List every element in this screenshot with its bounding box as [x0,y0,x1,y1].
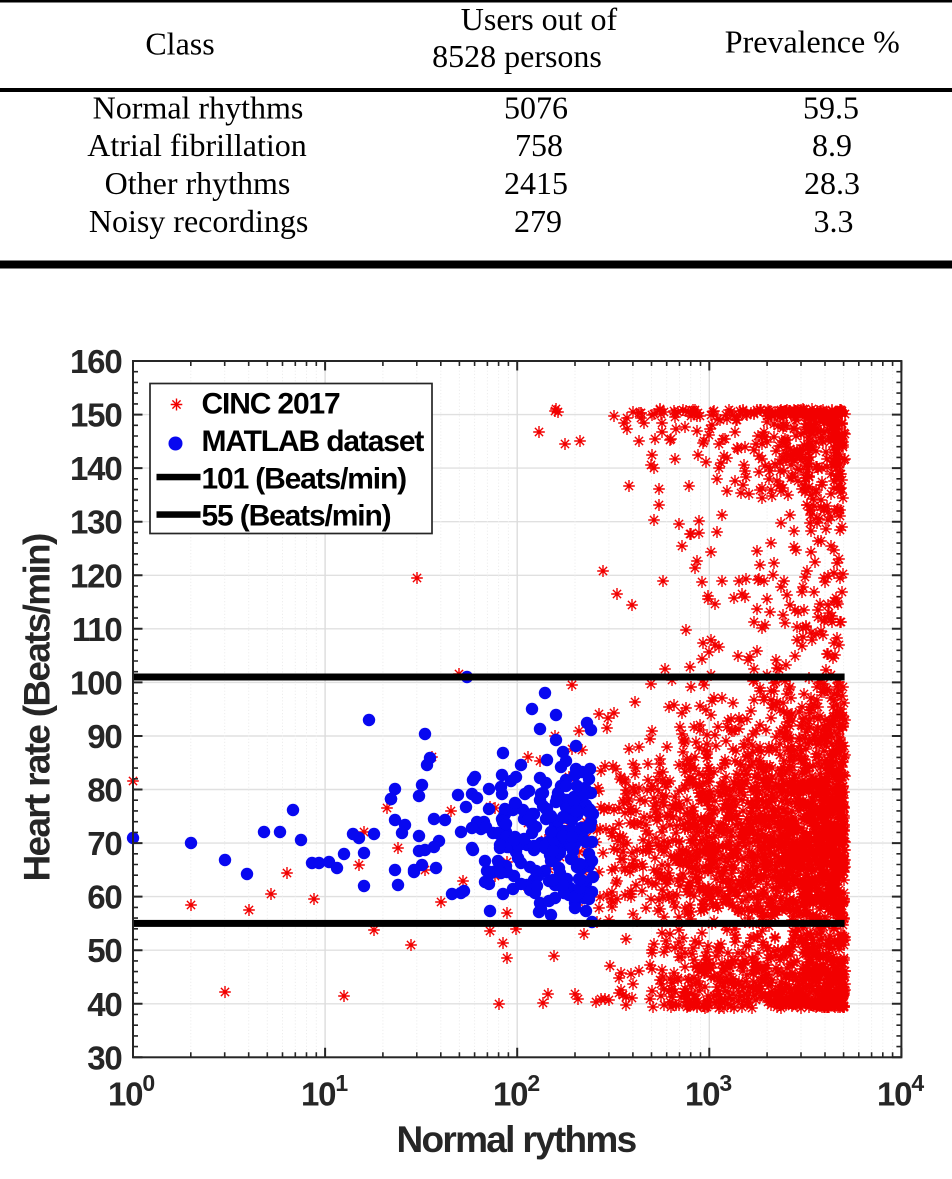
svg-text:59.5: 59.5 [803,89,859,125]
svg-text:8.9: 8.9 [812,127,852,163]
svg-text:50: 50 [87,932,121,969]
svg-text:40: 40 [87,986,121,1023]
svg-text:55 (Beats/min): 55 (Beats/min) [202,500,391,533]
svg-text:758: 758 [515,127,563,163]
svg-text:90: 90 [87,718,121,755]
svg-text:102: 102 [493,1070,539,1113]
svg-text:279: 279 [514,203,562,239]
svg-text:150: 150 [70,397,121,434]
svg-text:60: 60 [87,879,121,916]
svg-text:103: 103 [685,1070,731,1113]
svg-text:101: 101 [301,1070,348,1113]
svg-text:110: 110 [72,611,122,648]
svg-text:101 (Beats/min): 101 (Beats/min) [202,462,407,495]
svg-text:Heart rate (Beats/min): Heart rate (Beats/min) [16,534,57,881]
svg-text:104: 104 [877,1070,924,1113]
svg-text:Noisy recordings: Noisy recordings [89,203,309,239]
svg-text:130: 130 [70,504,121,541]
svg-text:100: 100 [70,664,121,701]
svg-text:5076: 5076 [504,89,568,125]
svg-text:Normal rythms: Normal rythms [396,1119,636,1160]
svg-text:140: 140 [70,450,121,487]
svg-text:160: 160 [70,343,121,380]
svg-text:70: 70 [87,825,121,862]
svg-text:Prevalence %: Prevalence % [725,24,900,60]
svg-text:Other rhythms: Other rhythms [105,165,291,201]
svg-text:MATLAB dataset: MATLAB dataset [202,425,425,458]
svg-text:80: 80 [87,772,121,809]
svg-text:Normal rhythms: Normal rhythms [93,89,304,125]
svg-text:Class: Class [145,26,214,62]
svg-text:2415: 2415 [504,165,568,201]
svg-text:28.3: 28.3 [804,165,860,201]
svg-text:3.3: 3.3 [814,203,854,239]
svg-text:Users out of: Users out of [461,1,618,37]
svg-text:120: 120 [70,557,121,594]
svg-text:CINC 2017: CINC 2017 [202,388,341,421]
svg-text:100: 100 [108,1070,154,1113]
svg-text:8528 persons: 8528 persons [432,38,602,74]
svg-text:Atrial fibrillation: Atrial fibrillation [87,127,307,163]
svg-text:30: 30 [87,1039,121,1076]
